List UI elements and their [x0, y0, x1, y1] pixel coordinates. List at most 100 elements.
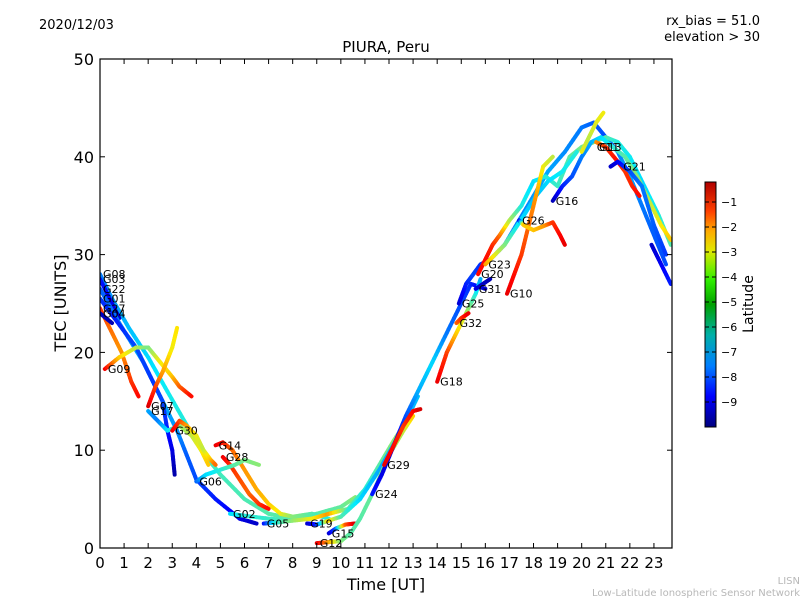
- trace-segment: [562, 241, 567, 247]
- trace-segment: [477, 277, 483, 283]
- satellite-trace-g26: [517, 218, 567, 247]
- satellite-trace-g17: [146, 409, 211, 467]
- satellite-label: G30: [175, 425, 198, 438]
- y-tick-label: 50: [74, 50, 94, 69]
- colorbar-tick-label: −9: [721, 396, 737, 409]
- trace-segment: [481, 286, 488, 291]
- y-tick-label: 20: [74, 343, 94, 362]
- x-tick-label: 18: [524, 554, 543, 572]
- trace-segment: [108, 319, 115, 326]
- colorbar-tick-label: −4: [721, 271, 737, 284]
- colorbar-tick-label: −6: [721, 321, 737, 334]
- satellite-label: G13: [599, 141, 622, 154]
- x-tick-label: 15: [452, 554, 471, 572]
- colorbar-tick-label: −7: [721, 346, 737, 359]
- colorbar-ticks: −1 −2 −3 −4 −5 −6 −7 −8 −9: [705, 196, 737, 409]
- y-tick-label: 0: [84, 539, 94, 558]
- colorbar-label: Latitude: [741, 275, 757, 333]
- satellite-label: G04: [103, 307, 126, 320]
- trace-segment: [116, 313, 122, 321]
- trace-layer: [100, 110, 672, 546]
- satellite-label: G23: [488, 258, 511, 271]
- x-tick-label: 8: [288, 554, 298, 572]
- x-axis: 0 1 2 3 4 5 6 7 8 9 10 11 12 13 14 15 16 17 18 19 20 21 22 23: [95, 59, 663, 572]
- trace-segment: [135, 392, 141, 399]
- colorbar-tick-label: −1: [721, 196, 737, 209]
- satellite-label: G11: [597, 141, 620, 154]
- satellite-label: G16: [556, 195, 579, 208]
- x-axis-label: Time [UT]: [346, 575, 425, 594]
- network-full-label: Low-Latitude Ionospheric Sensor Network: [592, 588, 800, 599]
- trace-segment: [667, 236, 672, 242]
- colorbar: −1 −2 −3 −4 −5 −6 −7 −8 −9 Latitude: [704, 181, 757, 428]
- x-tick-label: 9: [312, 554, 322, 572]
- satellite-label: G27: [103, 302, 126, 315]
- colorbar-tick-label: −8: [721, 371, 737, 384]
- trace-segment: [600, 110, 606, 117]
- chart-title: PIURA, Peru: [342, 38, 429, 56]
- satellite-trace-g03: [100, 277, 122, 321]
- satellite-label: G15: [332, 527, 355, 540]
- satellite-label: G05: [267, 518, 290, 531]
- x-tick-label: 2: [143, 554, 153, 572]
- trace-segment: [667, 278, 672, 286]
- trace-segment: [662, 248, 668, 257]
- satellite-label: G09: [108, 363, 131, 376]
- x-tick-label: 10: [331, 554, 350, 572]
- x-tick-label: 7: [264, 554, 274, 572]
- receiver-info: rx_bias = 51.0 elevation > 30: [664, 14, 760, 46]
- x-tick-label: 11: [355, 554, 374, 572]
- y-tick-label: 30: [74, 246, 94, 265]
- trace-segment: [662, 258, 668, 267]
- satellite-trace-g28: [220, 455, 271, 511]
- satellite-label: G14: [219, 439, 242, 452]
- x-tick-label: 6: [240, 554, 250, 572]
- satellite-label: G06: [199, 475, 222, 488]
- satellite-trace-g11: [579, 110, 606, 154]
- elevation-label: elevation > 30: [664, 30, 760, 45]
- satellite-label: G19: [310, 518, 333, 531]
- satellite-label: G01: [103, 293, 126, 306]
- satellite-label: G26: [522, 214, 545, 227]
- x-tick-label: 20: [572, 554, 591, 572]
- trace-segment: [188, 393, 194, 399]
- satellite-trace-g29: [382, 407, 423, 467]
- satellite-label: G21: [623, 161, 646, 174]
- network-short-label: LISN: [777, 576, 800, 587]
- trace-segment: [636, 192, 642, 198]
- satellite-trace-g07: [146, 325, 180, 409]
- satellite-label: G08: [103, 268, 126, 281]
- trace-segment: [409, 413, 416, 420]
- satellite-label: G20: [481, 268, 504, 281]
- satellite-label: G03: [103, 273, 126, 286]
- y-tick-label: 40: [74, 148, 94, 167]
- satellite-label: G29: [387, 459, 410, 472]
- satellite-label: G31: [479, 283, 502, 296]
- satellite-trace-g30: [170, 418, 218, 467]
- satellite-label: G22: [103, 283, 126, 296]
- x-tick-label: 3: [167, 554, 177, 572]
- credit-block: LISN Low-Latitude Ionospheric Sensor Net…: [592, 576, 800, 600]
- satellite-label: G32: [459, 317, 482, 330]
- y-axis: 0 10 20 30 40 50: [74, 50, 672, 558]
- trace-segment: [255, 462, 261, 467]
- x-tick-label: 21: [596, 554, 615, 572]
- y-axis-label: TEC [UNITS]: [51, 255, 70, 353]
- x-tick-label: 5: [216, 554, 226, 572]
- colorbar-tick-label: −5: [721, 296, 737, 309]
- satellite-label: G07: [151, 400, 174, 413]
- trace-segment: [413, 394, 420, 404]
- satellite-trace-g21: [608, 159, 668, 257]
- trace-segment: [573, 149, 579, 157]
- x-tick-label: 16: [476, 554, 495, 572]
- satellite-trace-g06: [194, 457, 261, 484]
- colorbar-gradient: [704, 181, 717, 428]
- trace-segment: [265, 506, 271, 511]
- satellite-label: G18: [440, 376, 463, 389]
- satellite-trace-g04: [100, 311, 115, 326]
- colorbar-tick-label: −2: [721, 221, 737, 234]
- satellite-label: G28: [226, 451, 249, 464]
- x-tick-label: 1: [119, 554, 129, 572]
